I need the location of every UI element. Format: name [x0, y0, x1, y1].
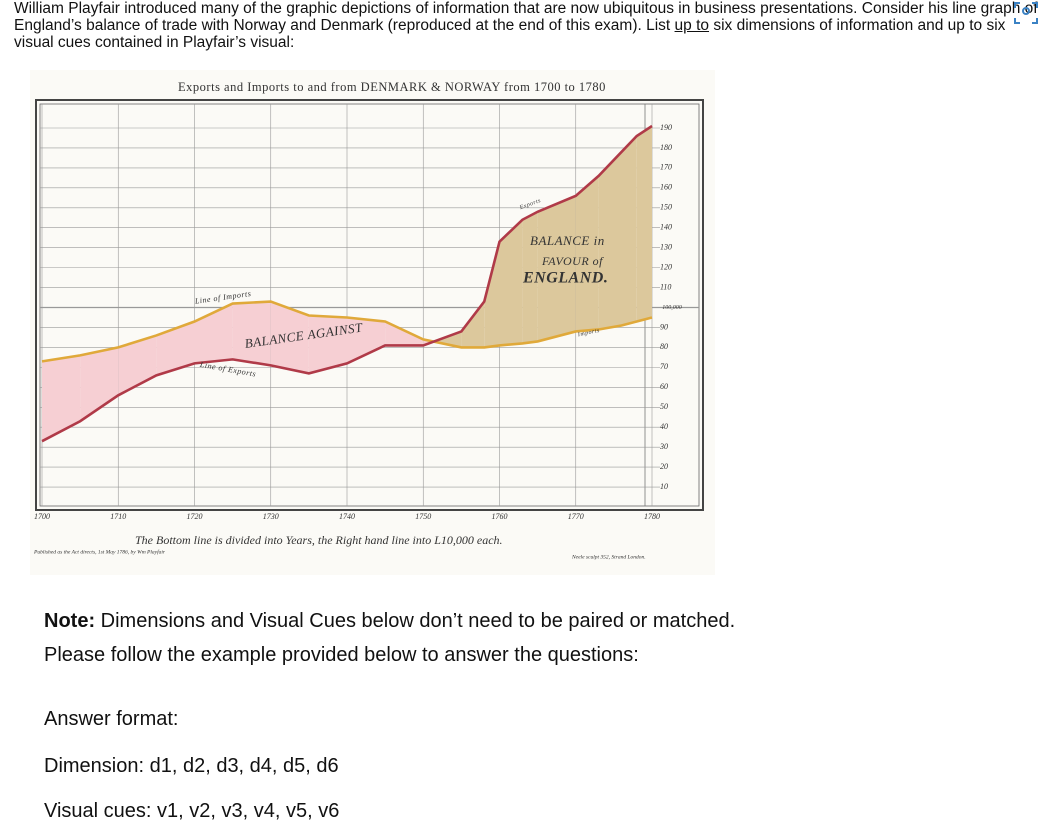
y-tick-label: 60 — [660, 382, 668, 391]
balance-favour-area — [621, 135, 637, 326]
balance-favour-area — [433, 331, 462, 348]
y-tick-label: 110 — [660, 282, 671, 291]
annotation: FAVOUR of — [541, 254, 604, 268]
y-tick-label: 160 — [660, 183, 672, 192]
annotation: Imports — [576, 328, 600, 339]
y-tick-label: 70 — [660, 362, 668, 371]
balance-favour-area — [636, 126, 652, 322]
balance-against-area — [118, 335, 157, 396]
figure-title: Exports and Imports to and from DENMARK … — [178, 80, 606, 94]
playfair-figure: Exports and Imports to and from DENMARK … — [30, 70, 715, 575]
question-text: six dimensions of information and up to … — [14, 17, 1006, 51]
engraver-note: Neele sculpt 352, Strand London. — [571, 554, 646, 560]
y-tick-label: 100,000 — [662, 305, 682, 311]
question-text: William Playfair introduced many of the … — [14, 0, 1038, 34]
series-line — [41, 300, 653, 363]
y-tick-label: 170 — [660, 163, 672, 172]
y-tick-label: 150 — [660, 203, 672, 212]
y-tick-label: 190 — [660, 123, 672, 132]
answer-visual-cues: Visual cues: v1, v2, v3, v4, v5, v6 — [44, 800, 340, 822]
y-tick-label: 130 — [660, 243, 672, 252]
balance-against-area — [308, 315, 347, 374]
balance-against-area — [80, 347, 119, 422]
balance-against-area — [232, 301, 271, 366]
note: Note: Dimensions and Visual Cues below d… — [44, 610, 735, 633]
y-tick-label: 20 — [660, 462, 668, 471]
note-text: Dimensions and Visual Cues below don’t n… — [95, 610, 736, 632]
y-tick-label: 140 — [660, 223, 672, 232]
x-tick-label: 1700 — [34, 512, 50, 521]
frame-inner — [39, 103, 700, 507]
y-tick-label: 120 — [660, 262, 672, 271]
balance-favour-area — [499, 219, 523, 346]
balance-against-area — [156, 321, 195, 376]
x-tick-label: 1750 — [415, 512, 431, 521]
scan-icon[interactable] — [1012, 0, 1040, 26]
answer-dimension: Dimension: d1, d2, d3, d4, d5, d6 — [44, 755, 339, 777]
balance-against-area — [270, 301, 309, 374]
balance-favour-area — [537, 195, 576, 342]
balance-favour-area — [522, 211, 538, 344]
question: William Playfair introduced many of the … — [14, 0, 1044, 51]
balance-against-area — [194, 303, 233, 364]
y-tick-label: 50 — [660, 402, 668, 411]
balance-against-area — [385, 321, 424, 346]
balance-against-area — [42, 355, 81, 442]
balance-favour-area — [484, 241, 500, 348]
x-tick-label: 1760 — [492, 512, 508, 521]
annotation: ENGLAND. — [522, 270, 608, 287]
balance-favour-area — [575, 175, 599, 332]
publisher-note: Published as the Act directs, 1st May 17… — [33, 548, 166, 555]
instruction: Please follow the example provided below… — [44, 644, 639, 666]
x-tick-label: 1730 — [263, 512, 279, 521]
y-tick-label: 10 — [660, 482, 668, 491]
note-label: Note: — [44, 610, 96, 632]
y-tick-label: 80 — [660, 342, 668, 351]
balance-against-area — [347, 317, 386, 364]
x-tick-label: 1720 — [187, 512, 203, 521]
balance-favour-area — [461, 301, 485, 348]
y-tick-label: 180 — [660, 143, 672, 152]
y-tick-label: 90 — [660, 322, 668, 331]
balance-favour-area — [598, 151, 622, 330]
x-tick-label: 1710 — [110, 512, 126, 521]
figure-caption: The Bottom line is divided into Years, t… — [135, 533, 503, 547]
y-tick-label: 30 — [659, 442, 668, 451]
annotation: BALANCE in — [530, 233, 605, 248]
answer-heading: Answer format: — [44, 708, 179, 730]
frame-outer — [35, 99, 704, 511]
series-line — [41, 124, 653, 443]
x-tick-label: 1740 — [339, 512, 355, 521]
x-tick-label: 1770 — [568, 512, 584, 521]
y-tick-label: 40 — [660, 422, 668, 431]
underlined-text: up to — [674, 17, 710, 34]
x-tick-label: 1780 — [644, 512, 660, 521]
